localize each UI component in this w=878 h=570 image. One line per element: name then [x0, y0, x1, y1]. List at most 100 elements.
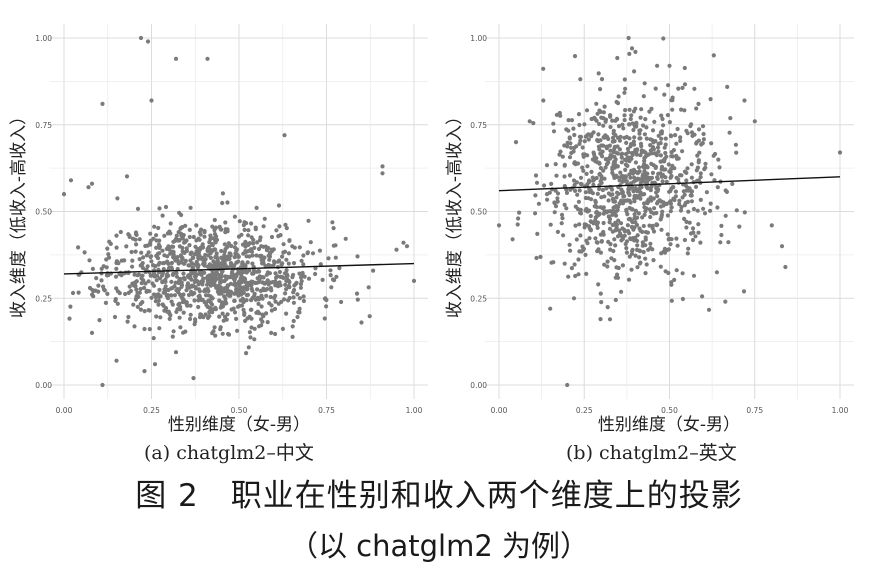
- scatter-point: [223, 274, 228, 279]
- scatter-point: [576, 257, 581, 262]
- scatter-point: [234, 316, 239, 321]
- scatter-point: [652, 206, 657, 211]
- scatter-point: [244, 221, 249, 226]
- scatter-point: [630, 171, 635, 176]
- scatter-point: [566, 118, 571, 123]
- scatter-point: [157, 245, 162, 250]
- scatter-point: [555, 196, 560, 201]
- scatter-point: [593, 159, 598, 164]
- scatter-point: [190, 291, 195, 296]
- scatter-point: [677, 198, 682, 203]
- scatter-point: [614, 227, 619, 232]
- scatter-point: [256, 280, 261, 285]
- scatter-point: [210, 243, 215, 248]
- scatter-point: [650, 170, 655, 175]
- scatter-point: [641, 123, 646, 128]
- scatter-point: [601, 168, 606, 173]
- scatter-point: [618, 170, 623, 175]
- scatter-point: [297, 271, 302, 276]
- scatter-point: [615, 117, 620, 122]
- scatter-point: [691, 273, 697, 278]
- scatter-point: [645, 153, 650, 158]
- scatter-point: [531, 121, 536, 126]
- scatter-point: [160, 302, 165, 307]
- scatter-point: [541, 98, 546, 103]
- scatter-point: [634, 149, 639, 154]
- scatter-point: [258, 253, 263, 258]
- scatter-point: [632, 196, 637, 201]
- scatter-point: [99, 266, 104, 271]
- scatter-point: [620, 201, 626, 206]
- scatter-point: [614, 99, 619, 105]
- scatter-point: [179, 280, 184, 285]
- scatter-point: [668, 133, 673, 138]
- scatter-point: [630, 121, 635, 126]
- scatter-point: [603, 165, 608, 170]
- scatter-point: [601, 205, 606, 210]
- scatter-point: [628, 175, 633, 180]
- scatter-point: [210, 331, 215, 336]
- scatter-point: [628, 144, 633, 149]
- x-tick-label: 0.50: [231, 406, 248, 415]
- scatter-point: [573, 273, 578, 279]
- scatter-point: [339, 299, 344, 305]
- scatter-point: [180, 245, 185, 250]
- scatter-point: [242, 312, 247, 317]
- scatter-point: [626, 277, 632, 282]
- scatter-point: [665, 247, 670, 253]
- scatter-point: [306, 218, 311, 223]
- scatter-point: [615, 207, 620, 213]
- scatter-point: [606, 160, 611, 165]
- scatter-point: [284, 311, 289, 316]
- scatter-point: [649, 210, 654, 215]
- scatter-point: [560, 154, 565, 159]
- scatter-point: [548, 222, 553, 227]
- scatter-point: [262, 216, 267, 221]
- scatter-point: [513, 140, 519, 145]
- scatter-point: [684, 225, 689, 230]
- scatter-point: [610, 222, 615, 228]
- scatter-point: [656, 133, 661, 138]
- scatter-point: [551, 129, 557, 134]
- scatter-point: [569, 145, 574, 150]
- scatter-point: [188, 284, 193, 289]
- scatter-point: [644, 206, 649, 211]
- scatter-point: [125, 319, 130, 324]
- scatter-point: [629, 206, 634, 211]
- scatter-point: [621, 179, 626, 184]
- scatter-point: [191, 255, 196, 260]
- scatter-point: [673, 133, 678, 138]
- scatter-point: [115, 196, 120, 201]
- scatter-point: [655, 175, 660, 180]
- scatter-point: [648, 241, 653, 246]
- scatter-point: [599, 239, 604, 244]
- scatter-point: [265, 320, 270, 325]
- scatter-point: [695, 208, 700, 213]
- scatter-point: [291, 318, 296, 324]
- scatter-point: [174, 236, 179, 241]
- scatter-point: [576, 112, 582, 117]
- scatter-point: [394, 247, 399, 252]
- scatter-point: [156, 225, 161, 231]
- scatter-point: [630, 247, 635, 252]
- scatter-point: [579, 182, 584, 187]
- scatter-point: [283, 222, 288, 227]
- scatter-point: [656, 141, 661, 146]
- scatter-point: [586, 208, 592, 213]
- scatter-point: [129, 249, 134, 255]
- scatter-point: [298, 285, 303, 290]
- scatter-point: [606, 198, 611, 203]
- scatter-point: [148, 231, 153, 236]
- scatter-point: [219, 248, 224, 254]
- scatter-point: [674, 268, 679, 273]
- figure-title: 图 2 职业在性别和收入两个维度上的投影: [135, 478, 743, 514]
- scatter-point: [301, 262, 306, 267]
- scatter-point: [599, 300, 604, 305]
- scatter-point: [700, 294, 705, 299]
- scatter-point: [213, 261, 218, 266]
- scatter-point: [723, 213, 728, 218]
- scatter-point: [689, 162, 694, 167]
- scatter-point: [145, 264, 150, 269]
- scatter-point: [617, 201, 622, 206]
- scatter-point: [655, 201, 660, 206]
